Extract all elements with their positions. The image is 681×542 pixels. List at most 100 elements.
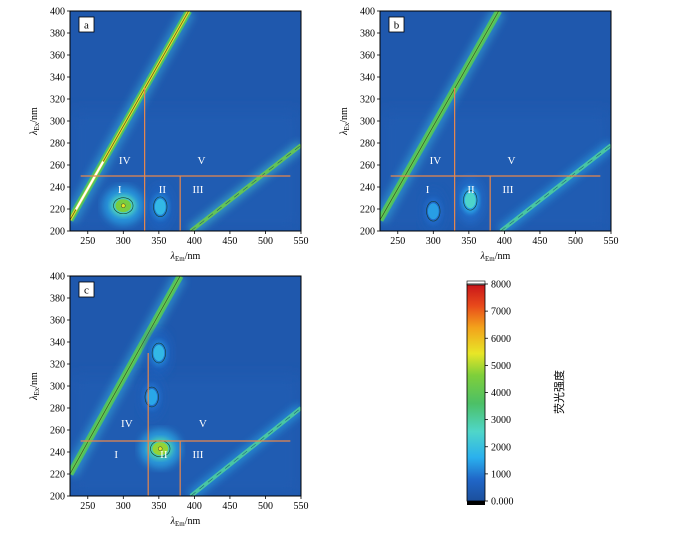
panel-label: b — [394, 20, 400, 32]
y-tick-label: 220 — [50, 470, 65, 481]
y-tick-label: 400 — [50, 272, 65, 283]
region-label-iii: III — [192, 449, 203, 461]
y-tick-label: 220 — [50, 205, 65, 216]
y-tick-label: 380 — [50, 294, 65, 305]
y-tick-label: 400 — [360, 7, 375, 18]
panel-label-bg — [78, 281, 95, 298]
peak-contour — [113, 197, 134, 215]
x-tick-label: 500 — [568, 236, 583, 247]
x-axis-label: λEm/nm — [170, 516, 201, 528]
x-tick-label: 250 — [390, 236, 405, 247]
x-tick-label: 450 — [222, 236, 237, 247]
x-tick-label: 350 — [461, 236, 476, 247]
colorbar-bottom-cap — [467, 501, 485, 505]
x-tick-label: 550 — [294, 501, 309, 512]
y-tick-label: 340 — [50, 73, 65, 84]
peak-core — [427, 203, 439, 220]
peak-contour — [153, 196, 168, 218]
y-tick-label: 240 — [360, 183, 375, 194]
peak-core — [153, 345, 165, 361]
peak-marker — [121, 203, 126, 208]
region-label-ii: II — [160, 449, 168, 461]
colorbar-tick-label: 7000 — [491, 307, 511, 318]
x-axis-label-main: λ — [480, 251, 486, 262]
y-tick-label: 320 — [50, 360, 65, 371]
panel-label-bg — [78, 16, 95, 33]
y-axis-label-sub: Ex — [343, 122, 351, 130]
peak-contour — [426, 200, 441, 222]
y-axis-label-unit: /nm — [29, 107, 40, 123]
y-tick-label: 400 — [50, 7, 65, 18]
y-axis-label-sub: Ex — [33, 122, 41, 130]
y-axis-label-main: λ — [29, 130, 40, 136]
y-axis-label-sub: Ex — [33, 387, 41, 395]
colorbar-tick-label: 5000 — [491, 361, 511, 372]
y-tick-label: 280 — [50, 404, 65, 415]
y-tick-label: 200 — [50, 227, 65, 238]
y-axis-label-main: λ — [339, 130, 350, 136]
y-tick-label: 260 — [50, 426, 65, 437]
x-tick-label: 400 — [497, 236, 512, 247]
peak-contour — [463, 189, 478, 211]
y-tick-label: 360 — [50, 51, 65, 62]
peak-contour — [144, 386, 159, 408]
x-axis-label-unit: /nm — [185, 516, 201, 527]
x-tick-label: 500 — [258, 236, 273, 247]
y-axis-label-unit: /nm — [339, 107, 350, 123]
region-label-iv: IV — [119, 155, 131, 167]
panel-label-box: c — [78, 281, 95, 298]
colorbar: 0.000 1000 2000 3000 4000 5000 6000 7000 8000 荧光强… — [466, 280, 566, 508]
x-axis-label-sub: Em — [175, 255, 185, 263]
y-tick-label: 220 — [360, 205, 375, 216]
y-tick-label: 300 — [360, 117, 375, 128]
colorbar-top-cap — [466, 280, 486, 286]
y-tick-label: 260 — [360, 161, 375, 172]
y-tick-label: 360 — [50, 316, 65, 327]
x-axis-label-unit: /nm — [185, 251, 201, 262]
y-tick-label: 320 — [50, 95, 65, 106]
peak-contour — [151, 342, 166, 364]
colorbar-title: 荧光强度 — [552, 370, 566, 414]
region-label-ii: II — [159, 184, 167, 196]
x-tick-label: 250 — [80, 501, 95, 512]
x-axis-label-sub: Em — [485, 255, 495, 263]
x-axis-label-main: λ — [170, 251, 176, 262]
region-label-iv: IV — [121, 418, 133, 430]
y-tick-label: 240 — [50, 183, 65, 194]
x-axis-label-unit: /nm — [495, 251, 511, 262]
x-tick-label: 350 — [151, 236, 166, 247]
y-tick-label: 340 — [360, 73, 375, 84]
panel-label: c — [84, 285, 89, 297]
x-tick-label: 250 — [80, 236, 95, 247]
y-tick-label: 240 — [50, 448, 65, 459]
y-axis-label-main: λ — [29, 395, 40, 401]
peak-marker — [158, 446, 163, 451]
region-label-iii: III — [192, 184, 203, 196]
panel-label-box: a — [78, 16, 95, 33]
y-tick-label: 280 — [360, 139, 375, 150]
colorbar-tick-label: 6000 — [491, 334, 511, 345]
y-tick-label: 260 — [50, 161, 65, 172]
x-axis-label-main: λ — [170, 516, 176, 527]
region-label-i: I — [114, 449, 118, 461]
y-tick-label: 380 — [360, 29, 375, 40]
colorbar-tick-label: 3000 — [491, 415, 511, 426]
region-label-v: V — [508, 155, 516, 167]
y-axis-label-unit: /nm — [29, 372, 40, 388]
y-tick-label: 320 — [360, 95, 375, 106]
y-axis-label: λEx/nm — [29, 372, 41, 401]
panel-label-box: b — [388, 16, 405, 33]
x-tick-label: 550 — [604, 236, 619, 247]
second-order-scatter-contour — [190, 144, 301, 231]
y-tick-label: 300 — [50, 117, 65, 128]
region-label-ii: II — [467, 184, 475, 196]
y-axis-label: λEx/nm — [339, 107, 351, 136]
region-label-iii: III — [502, 184, 513, 196]
colorbar-tick-label: 4000 — [491, 388, 511, 399]
